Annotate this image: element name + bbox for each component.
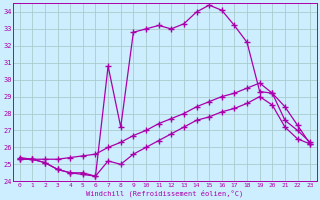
X-axis label: Windchill (Refroidissement éolien,°C): Windchill (Refroidissement éolien,°C) [86,189,244,197]
